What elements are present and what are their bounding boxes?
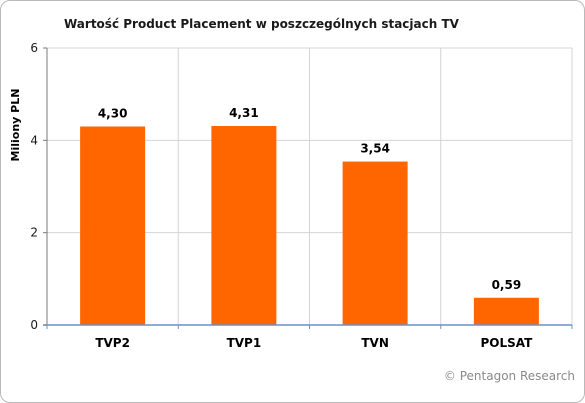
- data-label: 0,59: [492, 278, 522, 292]
- bar-tvp2: [80, 126, 146, 325]
- x-tick-label: TVN: [361, 336, 389, 350]
- y-axis-label: Miliony PLN: [9, 89, 22, 162]
- x-tick-label: TVP2: [95, 336, 130, 350]
- data-label: 4,31: [229, 106, 259, 120]
- y-tick-label: 0: [30, 318, 38, 332]
- bar-polsat: [473, 297, 539, 325]
- bar-tvp1: [211, 126, 277, 325]
- axis-layer: [43, 47, 573, 329]
- bar-tvn: [342, 161, 408, 325]
- x-tick-label: POLSAT: [480, 336, 533, 350]
- bar-layer: [80, 126, 539, 325]
- data-label: 3,54: [360, 142, 390, 156]
- label-layer: 0 2 4 6 TVP2 4,30 TVP1 4,31 TVN 3,54 POLSAT 0,59: [30, 41, 533, 350]
- data-label: 4,30: [98, 106, 128, 120]
- copyright-text: © Pentagon Research: [444, 369, 575, 383]
- y-tick-label: 4: [30, 133, 38, 147]
- y-tick-label: 6: [30, 41, 38, 55]
- chart-title: Wartość Product Placement w poszczególny…: [64, 17, 460, 31]
- x-tick-label: TVP1: [227, 336, 262, 350]
- y-tick-label: 2: [30, 226, 38, 240]
